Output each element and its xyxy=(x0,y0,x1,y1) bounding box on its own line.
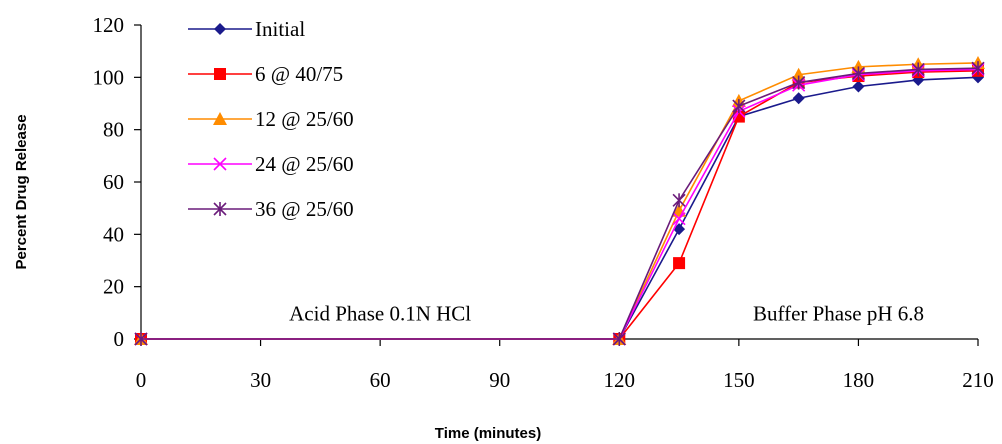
data-point xyxy=(792,75,806,90)
x-tick-label: 0 xyxy=(136,368,147,392)
data-point xyxy=(673,223,686,236)
legend-label: 6 @ 40/75 xyxy=(255,62,343,86)
y-tick-label: 20 xyxy=(103,275,124,299)
y-tick-label: 100 xyxy=(93,65,125,89)
series-line xyxy=(141,68,979,340)
legend-item: 24 @ 25/60 xyxy=(188,152,354,176)
legend-label: 24 @ 25/60 xyxy=(255,152,354,176)
legend-marker xyxy=(214,68,226,80)
data-point xyxy=(971,61,985,76)
x-tick-label: 90 xyxy=(489,368,510,392)
legend-marker xyxy=(214,23,226,35)
data-point xyxy=(792,92,805,105)
legend: Initial 6 @ 40/75 12 @ 25/60 24 @ 25/60 36 @… xyxy=(188,17,354,221)
y-tick-label: 0 xyxy=(114,327,125,351)
data-point xyxy=(732,99,746,114)
annotation: Buffer Phase pH 6.8 xyxy=(753,302,924,326)
legend-label: Initial xyxy=(255,17,305,41)
y-tick-label: 60 xyxy=(103,170,124,194)
x-tick-label: 120 xyxy=(604,368,636,392)
legend-marker xyxy=(213,157,227,171)
series-4 xyxy=(134,61,985,346)
legend-marker xyxy=(213,112,227,125)
x-tick-label: 150 xyxy=(723,368,755,392)
data-point xyxy=(851,66,865,81)
series-line xyxy=(141,69,979,340)
data-point xyxy=(672,193,686,208)
legend-label: 12 @ 25/60 xyxy=(255,107,354,131)
y-tick-label: 80 xyxy=(103,118,124,142)
legend-label: 36 @ 25/60 xyxy=(255,197,354,221)
annotations: Acid Phase 0.1N HCl Buffer Phase pH 6.8 xyxy=(289,302,924,326)
data-point xyxy=(612,332,626,346)
y-axis-title: Percent Drug Release xyxy=(13,114,30,269)
axes: 0 20 40 60 80 100 120 0 30 60 90 120 150 180 210 xyxy=(93,13,994,392)
annotation: Acid Phase 0.1N HCl xyxy=(289,302,471,326)
y-tick-label: 120 xyxy=(93,13,125,37)
data-point xyxy=(673,257,686,270)
legend-item: 36 @ 25/60 xyxy=(188,197,354,221)
x-tick-label: 60 xyxy=(370,368,391,392)
legend-item: Initial xyxy=(188,17,305,41)
x-tick-label: 210 xyxy=(962,368,994,392)
data-point xyxy=(134,332,148,346)
legend-item: 12 @ 25/60 xyxy=(188,107,354,131)
x-tick-label: 30 xyxy=(250,368,271,392)
data-point xyxy=(852,80,865,93)
x-tick-label: 180 xyxy=(843,368,875,392)
x-axis-title: Time (minutes) xyxy=(435,425,541,442)
legend-item: 6 @ 40/75 xyxy=(188,62,343,86)
data-point xyxy=(911,62,925,77)
legend-marker xyxy=(213,202,227,216)
series-layer xyxy=(134,55,985,346)
data-point xyxy=(672,212,686,226)
y-tick-label: 40 xyxy=(103,222,124,246)
data-point xyxy=(791,67,806,81)
series-line xyxy=(141,67,979,340)
